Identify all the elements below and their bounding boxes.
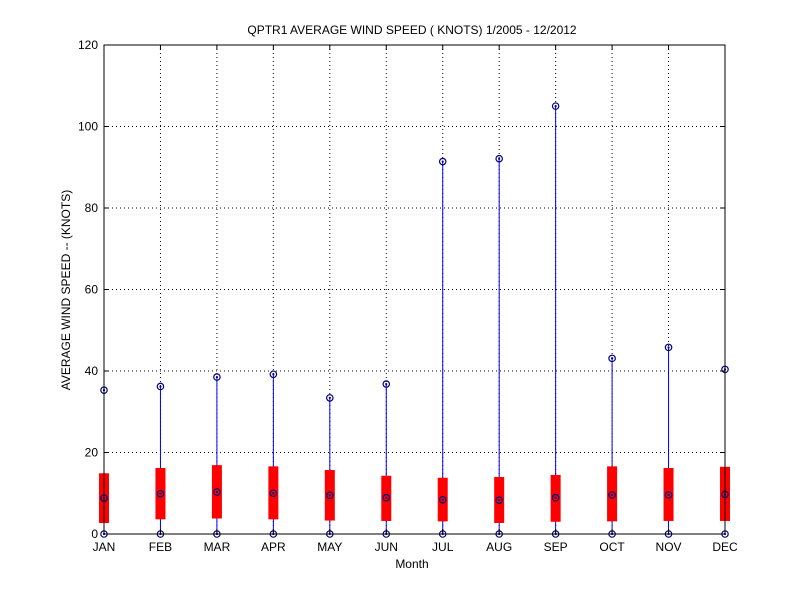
median-marker	[326, 491, 334, 500]
plot-frame	[103, 44, 726, 535]
median-marker-dot	[272, 492, 275, 495]
x-tick-label: MAY	[317, 540, 342, 554]
max-marker	[269, 370, 278, 379]
max-marker	[495, 154, 503, 163]
median-marker-dot	[328, 494, 331, 497]
median-marker-dot	[610, 493, 614, 496]
x-tick-label: AUG	[486, 540, 512, 554]
y-tick-label: 60	[85, 283, 99, 297]
max-marker-dot	[159, 385, 162, 388]
max-marker-dot	[498, 157, 501, 160]
y-tick-label: 120	[78, 38, 98, 52]
median-marker	[551, 493, 560, 502]
chart-title: QPTR1 AVERAGE WIND SPEED ( KNOTS) 1/2005…	[247, 23, 577, 37]
median-marker	[495, 496, 503, 504]
median-marker	[382, 493, 391, 502]
median-marker-dot	[441, 498, 444, 501]
x-tick-label: MAR	[204, 540, 231, 554]
max-marker-dot	[272, 373, 275, 376]
median-marker	[269, 489, 278, 498]
max-marker-dot	[441, 160, 444, 163]
median-marker	[213, 488, 221, 496]
y-tick-label: 100	[78, 120, 98, 134]
data-layer	[99, 102, 730, 538]
axis-layer: 0 20 40 60 80 100 120 JAN FEB MAR APR MAY JUN JUL AUG S…	[78, 38, 738, 554]
grid-layer	[104, 45, 725, 534]
x-axis-label: Month	[395, 557, 428, 571]
y-axis-label: AVERAGE WIND SPEED -- (KNOTS)	[59, 190, 73, 390]
median-marker-dot	[159, 492, 162, 495]
max-marker	[438, 157, 447, 166]
max-marker-dot	[554, 105, 557, 108]
median-marker-dot	[498, 499, 501, 502]
max-marker-dot	[667, 346, 670, 349]
max-marker-dot	[385, 382, 388, 386]
median-marker	[608, 491, 616, 499]
x-tick-label: FEB	[149, 540, 172, 554]
x-tick-label: JAN	[93, 540, 116, 554]
y-tick-label: 80	[85, 201, 99, 215]
x-tick-label: SEP	[544, 540, 568, 554]
max-marker	[382, 380, 391, 388]
y-tick-label: 20	[85, 446, 99, 460]
x-tick-label: DEC	[712, 540, 738, 554]
max-marker	[156, 382, 165, 391]
median-marker	[664, 491, 673, 499]
y-tick-label: 0	[91, 527, 98, 541]
max-marker-dot	[215, 376, 219, 379]
max-marker	[551, 102, 560, 110]
max-marker-dot	[610, 357, 614, 360]
x-tick-label: JUL	[432, 540, 454, 554]
x-tick-label: OCT	[599, 540, 625, 554]
median-marker	[438, 495, 447, 504]
max-marker-dot	[328, 396, 331, 399]
x-tick-label: JUN	[375, 540, 398, 554]
y-tick-label: 40	[85, 364, 99, 378]
max-marker	[664, 343, 673, 352]
max-marker	[608, 354, 616, 363]
median-marker-dot	[215, 490, 219, 494]
median-marker	[156, 489, 165, 498]
median-marker-dot	[667, 493, 670, 496]
median-marker-dot	[385, 496, 388, 499]
median-marker-dot	[554, 496, 557, 499]
x-tick-label: APR	[261, 540, 286, 554]
max-marker	[213, 373, 221, 381]
max-marker	[326, 394, 334, 402]
x-tick-label: NOV	[656, 540, 682, 554]
